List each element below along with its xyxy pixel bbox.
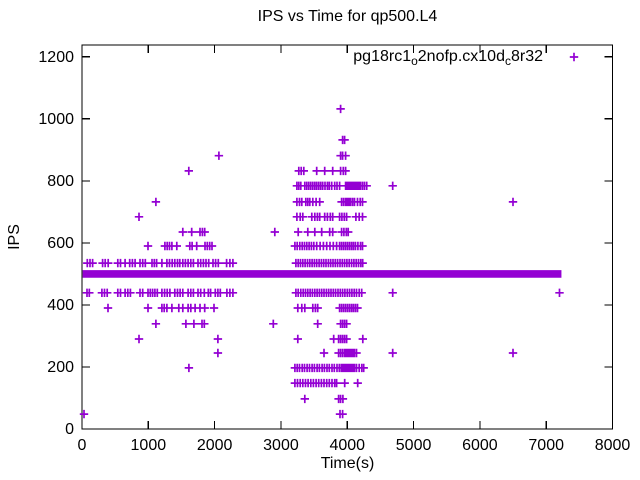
x-tick-label: 8000	[595, 437, 631, 454]
y-tick-label: 400	[47, 297, 74, 314]
y-tick-label: 800	[47, 173, 74, 190]
legend-label-subscript: c	[504, 54, 511, 68]
x-tick-label: 2000	[197, 437, 233, 454]
legend-label-subscript: o	[411, 54, 418, 68]
x-tick-label: 7000	[528, 437, 564, 454]
legend-label-part: 2nofp.cx10d	[417, 48, 505, 65]
x-tick-label: 0	[78, 437, 87, 454]
y-tick-label: 600	[47, 235, 74, 252]
y-tick-label: 0	[65, 421, 74, 438]
x-tick-label: 4000	[329, 437, 365, 454]
legend-entry: pg18rc1o2nofp.cx10dc8r32	[353, 47, 543, 71]
y-tick-label: 200	[47, 359, 74, 376]
x-tick-label: 3000	[263, 437, 299, 454]
axis-ticks	[81, 45, 614, 430]
x-tick-label: 6000	[462, 437, 498, 454]
legend-label-part: 8r32	[510, 48, 543, 65]
x-axis-label: Time(s)	[320, 455, 375, 472]
y-tick-label: 1200	[38, 49, 74, 66]
tick-labels: 0 1000 2000 3000 4000 5000 6000 7000 8000 0 200 400…	[38, 49, 630, 454]
x-tick-label: 1000	[131, 437, 167, 454]
x-tick-label: 5000	[396, 437, 432, 454]
scatter-points	[79, 104, 564, 419]
y-tick-label: 1000	[38, 111, 74, 128]
legend-marker-icon	[569, 52, 579, 62]
legend-label-part: pg18rc1	[353, 48, 412, 65]
chart-title: IPS vs Time for qp500.L4	[257, 8, 438, 25]
